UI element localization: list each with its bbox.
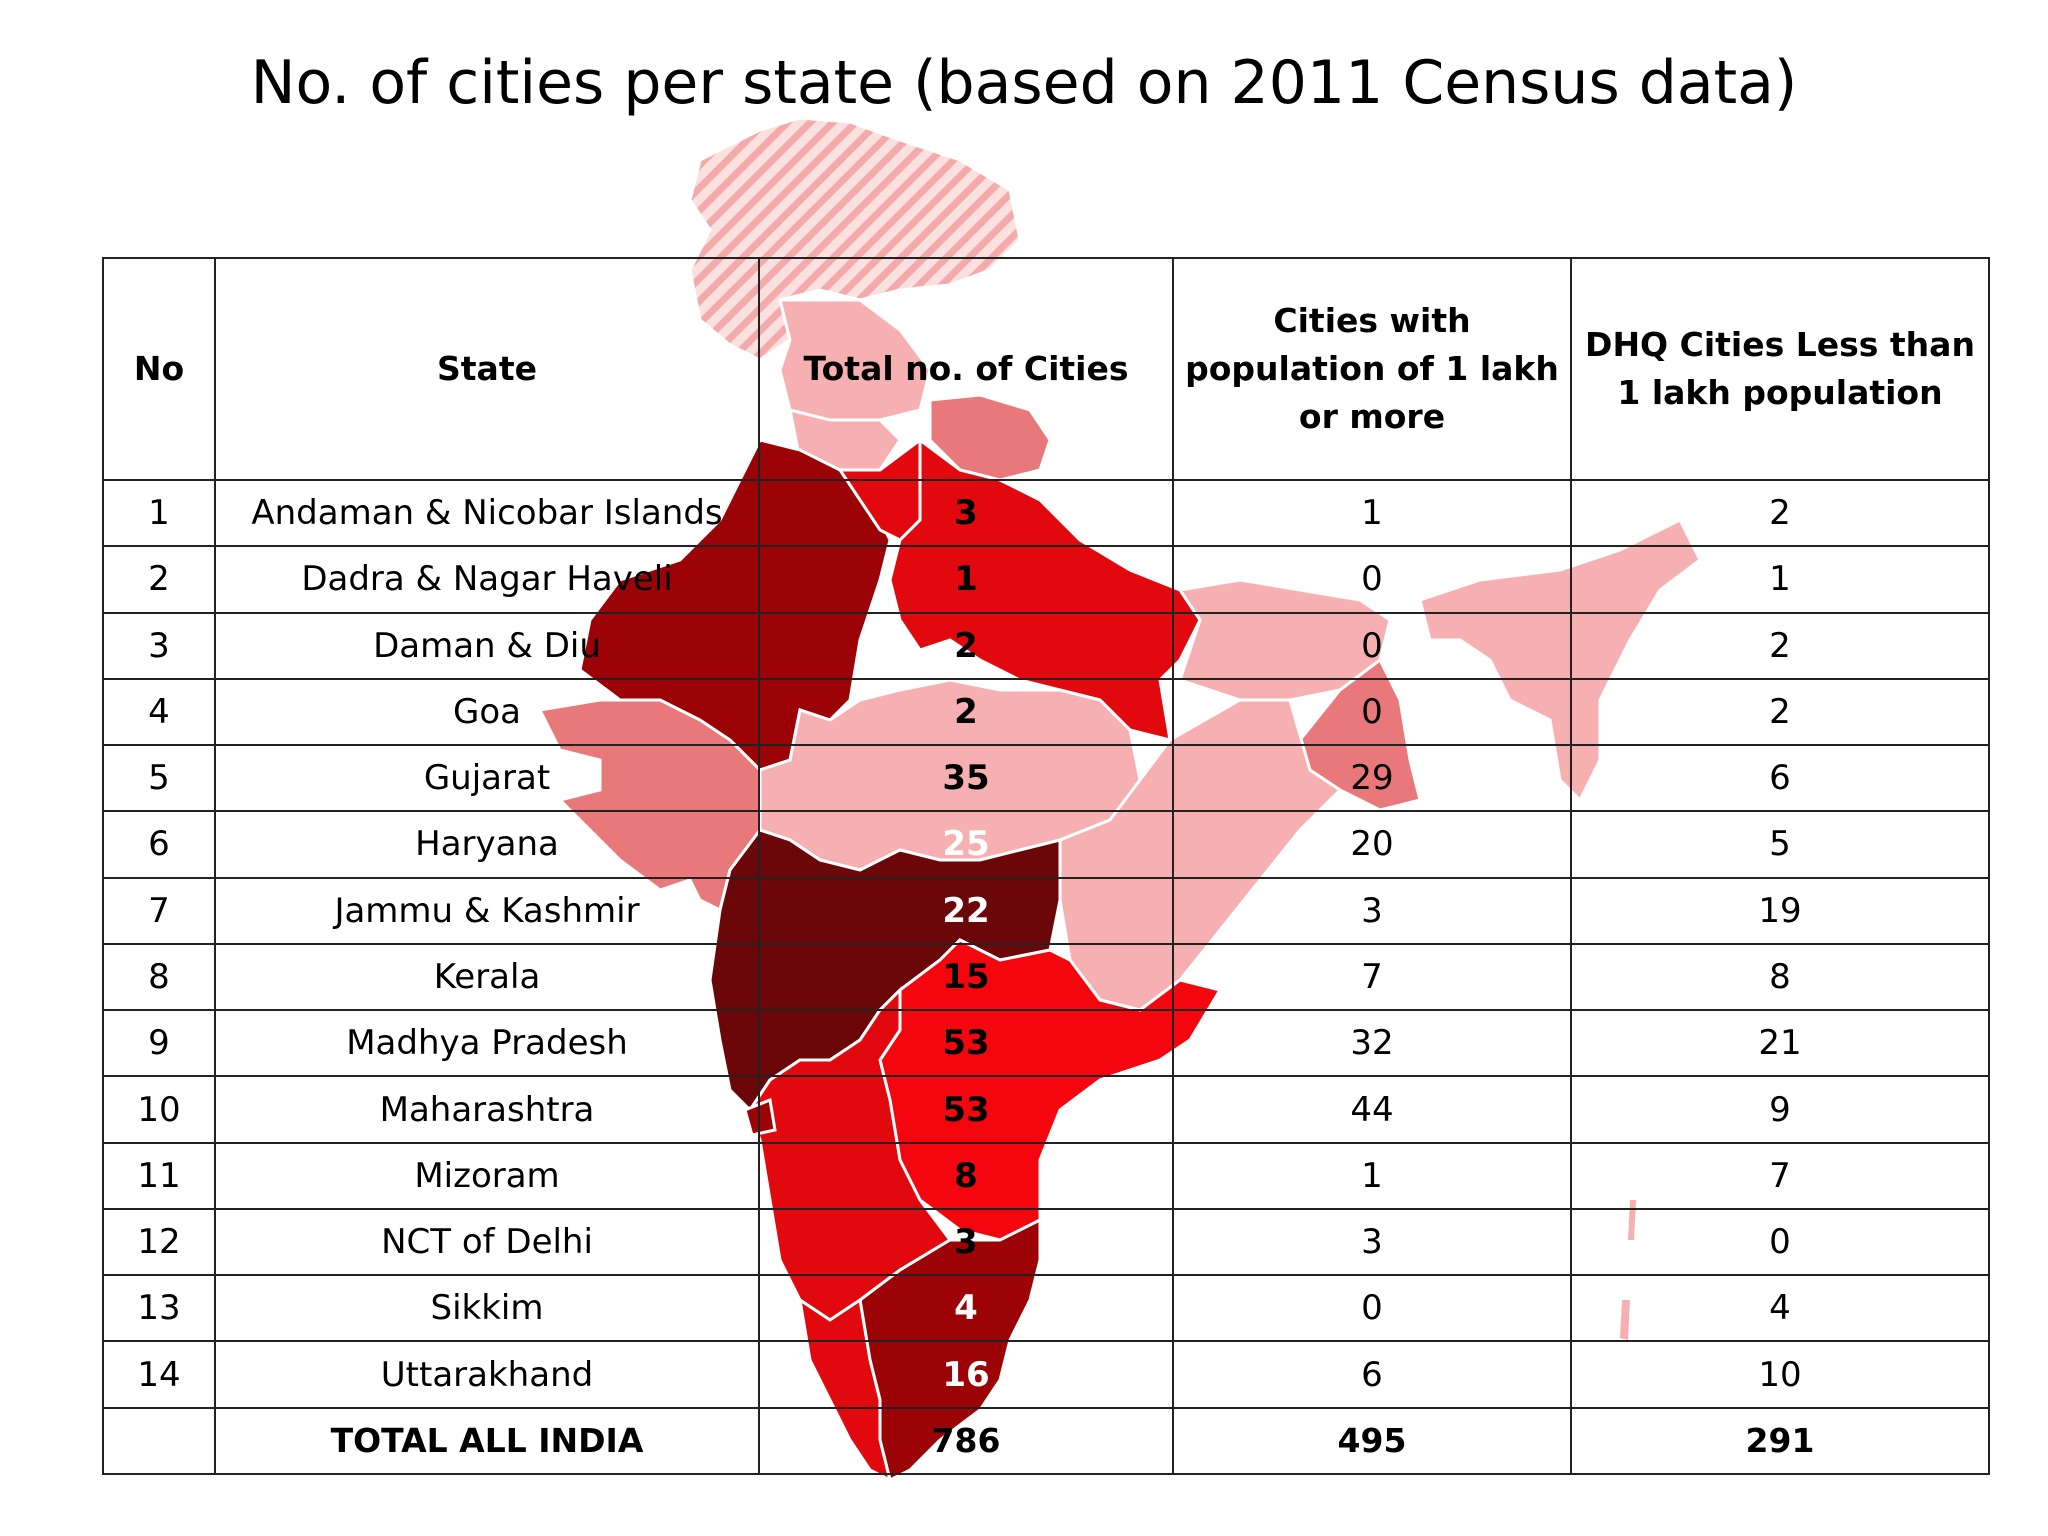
cell-no: 10 xyxy=(102,1075,216,1144)
cell-state: Sikkim xyxy=(214,1274,760,1343)
cell-lakh-cities: 495 xyxy=(1172,1406,1572,1476)
cell-no: 5 xyxy=(102,744,216,813)
cell-total-cities: 786 xyxy=(758,1406,1174,1476)
cell-total-cities: 53 xyxy=(758,1075,1174,1144)
cell-no: 7 xyxy=(102,876,216,945)
cell-lakh-cities: 3 xyxy=(1172,1207,1572,1277)
table-row: 13 Sikkim 4 0 4 xyxy=(102,1274,1990,1343)
cell-lakh-cities: 6 xyxy=(1172,1340,1572,1409)
cell-dhq-cities: 4 xyxy=(1570,1274,1990,1343)
cell-total-cities: 25 xyxy=(758,810,1174,879)
cell-total-cities: 3 xyxy=(758,478,1174,548)
table-row: 9 Madhya Pradesh 53 32 21 xyxy=(102,1009,1990,1078)
cell-lakh-cities: 44 xyxy=(1172,1075,1572,1144)
cell-state: Madhya Pradesh xyxy=(214,1009,760,1078)
cell-state: TOTAL ALL INDIA xyxy=(214,1406,760,1476)
cell-total-cities: 53 xyxy=(758,1009,1174,1078)
cell-total-cities: 8 xyxy=(758,1141,1174,1210)
cell-state: Maharashtra xyxy=(214,1075,760,1144)
cell-lakh-cities: 0 xyxy=(1172,677,1572,747)
table-row: 1 Andaman & Nicobar Islands 3 1 2 xyxy=(102,478,1990,548)
col-header-state: State xyxy=(214,257,760,481)
cell-no: 13 xyxy=(102,1274,216,1343)
table-row: 11 Mizoram 8 1 7 xyxy=(102,1141,1990,1210)
cell-total-cities: 15 xyxy=(758,942,1174,1012)
cell-total-cities: 35 xyxy=(758,744,1174,813)
cell-lakh-cities: 1 xyxy=(1172,1141,1572,1210)
table-row: 10 Maharashtra 53 44 9 xyxy=(102,1075,1990,1144)
cell-no: 3 xyxy=(102,611,216,680)
cell-dhq-cities: 2 xyxy=(1570,611,1990,680)
cell-lakh-cities: 3 xyxy=(1172,876,1572,945)
cell-total-cities: 4 xyxy=(758,1274,1174,1343)
table-header-row: No State Total no. of Cities Cities with… xyxy=(102,257,1990,481)
cell-lakh-cities: 7 xyxy=(1172,942,1572,1012)
cell-lakh-cities: 0 xyxy=(1172,611,1572,680)
cell-no: 9 xyxy=(102,1009,216,1078)
col-header-no: No xyxy=(102,257,216,481)
cell-state: Kerala xyxy=(214,942,760,1012)
cell-dhq-cities: 2 xyxy=(1570,677,1990,747)
cell-no: 1 xyxy=(102,478,216,548)
table-row: 3 Daman & Diu 2 0 2 xyxy=(102,611,1990,680)
cell-dhq-cities: 5 xyxy=(1570,810,1990,879)
cell-dhq-cities: 10 xyxy=(1570,1340,1990,1409)
cell-state: Gujarat xyxy=(214,744,760,813)
cities-table: No State Total no. of Cities Cities with… xyxy=(102,257,1990,1476)
cell-total-cities: 16 xyxy=(758,1340,1174,1409)
col-header-lakh-cities: Cities with population of 1 lakh or more xyxy=(1172,257,1572,481)
cell-state: NCT of Delhi xyxy=(214,1207,760,1277)
table-row: 4 Goa 2 0 2 xyxy=(102,677,1990,747)
cell-total-cities: 1 xyxy=(758,545,1174,614)
cell-no: 14 xyxy=(102,1340,216,1409)
cell-lakh-cities: 32 xyxy=(1172,1009,1572,1078)
cell-dhq-cities: 19 xyxy=(1570,876,1990,945)
table-total-row: TOTAL ALL INDIA 786 495 291 xyxy=(102,1406,1990,1476)
table-row: 8 Kerala 15 7 8 xyxy=(102,942,1990,1012)
cell-no: 8 xyxy=(102,942,216,1012)
cell-lakh-cities: 29 xyxy=(1172,744,1572,813)
table-row: 7 Jammu & Kashmir 22 3 19 xyxy=(102,876,1990,945)
cell-total-cities: 2 xyxy=(758,611,1174,680)
slide-title: No. of cities per state (based on 2011 C… xyxy=(250,48,1798,118)
cell-dhq-cities: 7 xyxy=(1570,1141,1990,1210)
table-body: 1 Andaman & Nicobar Islands 3 1 2 2 Dadra & Na… xyxy=(102,478,1990,1476)
cell-state: Haryana xyxy=(214,810,760,879)
cell-no: 12 xyxy=(102,1207,216,1277)
col-header-total-cities: Total no. of Cities xyxy=(758,257,1174,481)
cell-dhq-cities: 9 xyxy=(1570,1075,1990,1144)
cell-dhq-cities: 8 xyxy=(1570,942,1990,1012)
cell-dhq-cities: 0 xyxy=(1570,1207,1990,1277)
cell-state: Andaman & Nicobar Islands xyxy=(214,478,760,548)
cell-total-cities: 3 xyxy=(758,1207,1174,1277)
cell-dhq-cities: 291 xyxy=(1570,1406,1990,1476)
table-row: 6 Haryana 25 20 5 xyxy=(102,810,1990,879)
cell-lakh-cities: 0 xyxy=(1172,1274,1572,1343)
cell-no xyxy=(102,1406,216,1476)
cell-state: Daman & Diu xyxy=(214,611,760,680)
cell-state: Goa xyxy=(214,677,760,747)
cell-lakh-cities: 20 xyxy=(1172,810,1572,879)
col-header-dhq-cities: DHQ Cities Less than 1 lakh population xyxy=(1570,257,1990,481)
table-row: 12 NCT of Delhi 3 3 0 xyxy=(102,1207,1990,1277)
cell-no: 4 xyxy=(102,677,216,747)
cell-total-cities: 2 xyxy=(758,677,1174,747)
cell-state: Mizoram xyxy=(214,1141,760,1210)
table-row: 5 Gujarat 35 29 6 xyxy=(102,744,1990,813)
cell-no: 6 xyxy=(102,810,216,879)
table-row: 14 Uttarakhand 16 6 10 xyxy=(102,1340,1990,1409)
cell-state: Dadra & Nagar Haveli xyxy=(214,545,760,614)
cell-dhq-cities: 21 xyxy=(1570,1009,1990,1078)
cell-dhq-cities: 6 xyxy=(1570,744,1990,813)
cell-no: 11 xyxy=(102,1141,216,1210)
table-row: 2 Dadra & Nagar Haveli 1 0 1 xyxy=(102,545,1990,614)
cell-lakh-cities: 0 xyxy=(1172,545,1572,614)
cell-no: 2 xyxy=(102,545,216,614)
cell-lakh-cities: 1 xyxy=(1172,478,1572,548)
cell-state: Uttarakhand xyxy=(214,1340,760,1409)
cell-dhq-cities: 2 xyxy=(1570,478,1990,548)
cell-total-cities: 22 xyxy=(758,876,1174,945)
cell-state: Jammu & Kashmir xyxy=(214,876,760,945)
cell-dhq-cities: 1 xyxy=(1570,545,1990,614)
